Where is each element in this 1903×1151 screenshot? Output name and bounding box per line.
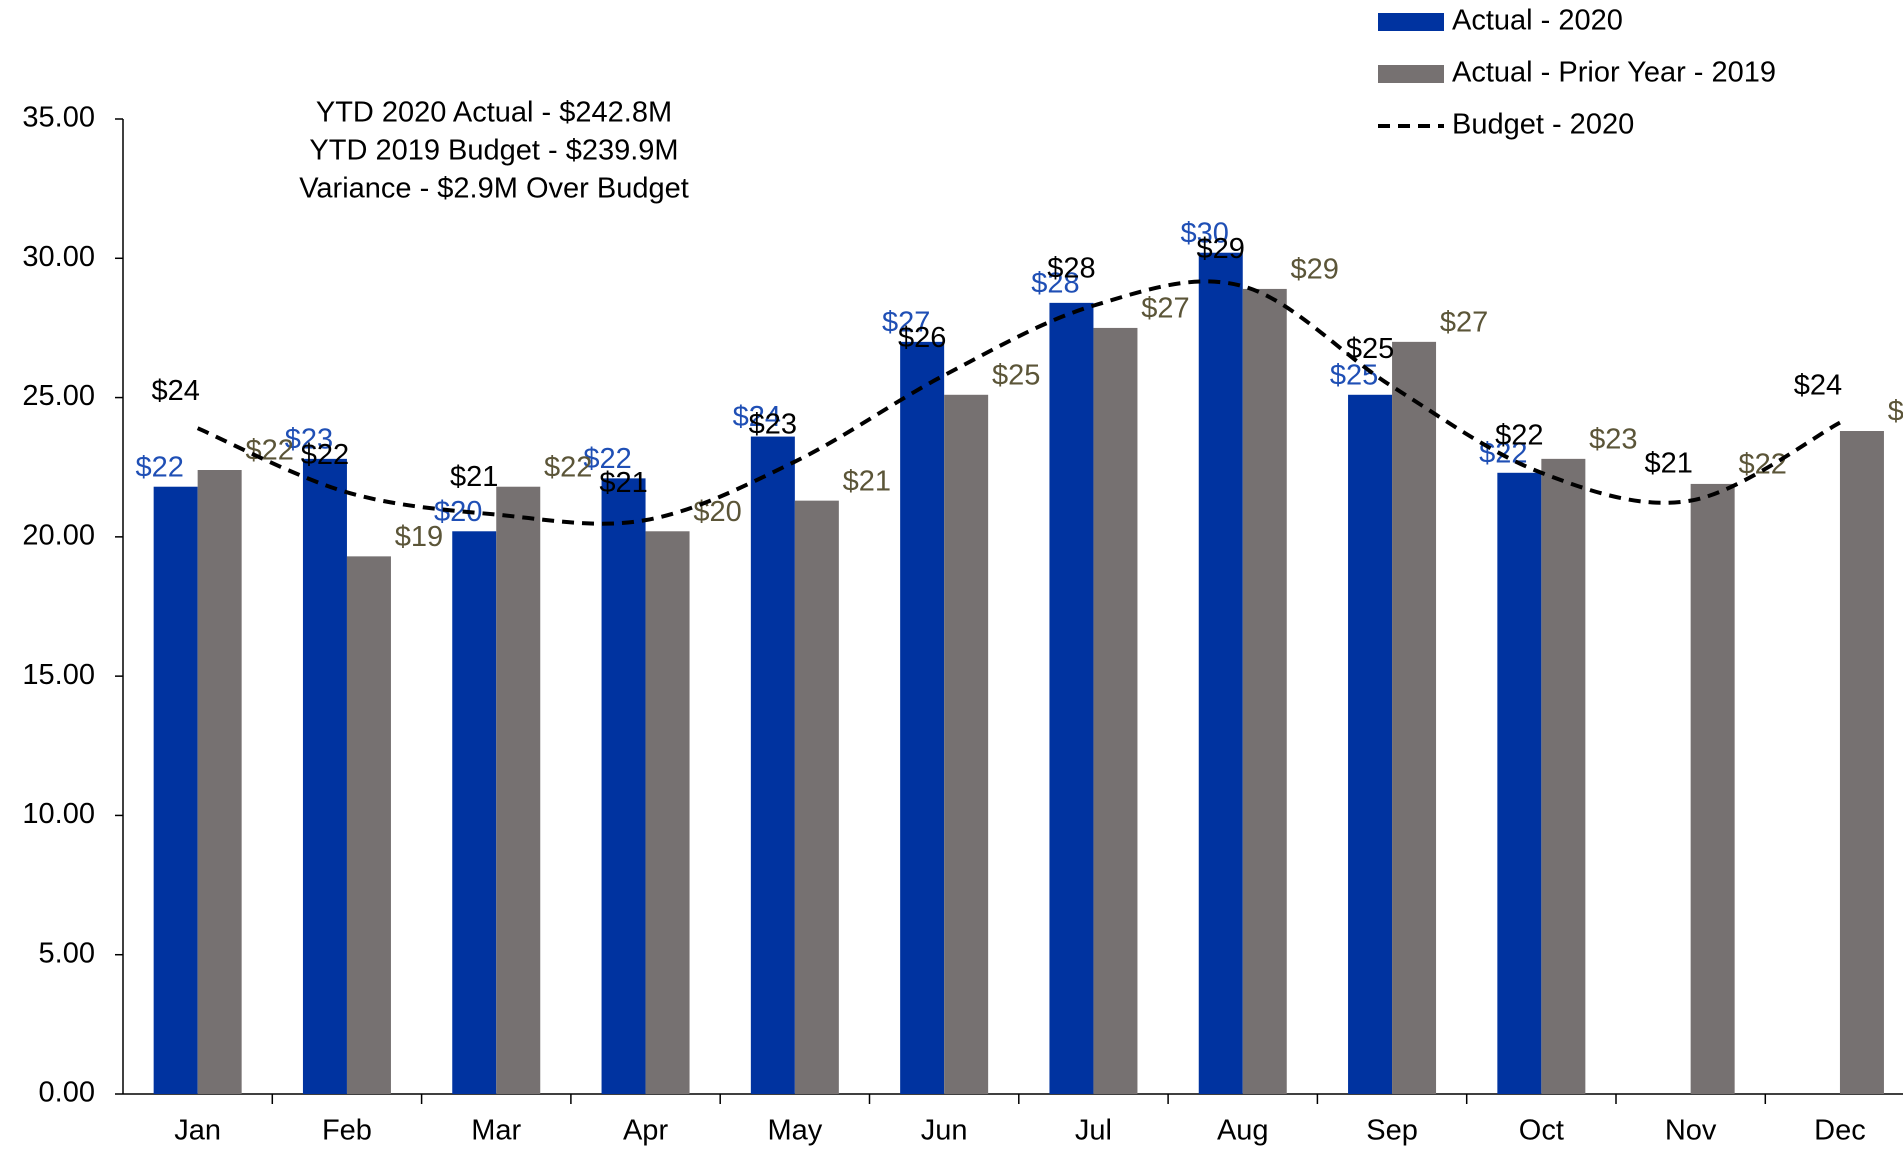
data-label: $21 — [599, 467, 647, 499]
y-tick-label: 5.00 — [39, 937, 95, 969]
data-label: $22 — [301, 439, 349, 471]
x-tick-label: Mar — [471, 1115, 521, 1147]
data-label: $25 — [1346, 333, 1394, 365]
x-tick-label: Dec — [1814, 1115, 1866, 1147]
bar — [1198, 252, 1243, 1094]
annotation: YTD 2019 Budget - $239.9M — [309, 135, 678, 167]
bar — [601, 478, 646, 1094]
data-label: $28 — [1047, 252, 1095, 284]
bar — [750, 436, 795, 1095]
bar — [452, 531, 497, 1094]
bar — [496, 486, 541, 1094]
legend-label: Budget - 2020 — [1452, 109, 1634, 141]
bar — [1049, 302, 1094, 1094]
x-tick-label: Nov — [1665, 1115, 1717, 1147]
bar — [1093, 327, 1138, 1094]
bar — [346, 556, 391, 1094]
x-tick-label: Jul — [1075, 1115, 1112, 1147]
data-label: $26 — [898, 322, 946, 354]
data-label: $25 — [992, 359, 1040, 391]
bar — [645, 531, 690, 1094]
x-tick-label: Aug — [1217, 1115, 1269, 1147]
bar — [1392, 341, 1437, 1094]
bar — [302, 458, 347, 1094]
data-label: $27 — [882, 307, 930, 339]
data-label: $24 — [151, 375, 199, 407]
bar — [1497, 472, 1542, 1094]
y-tick-label: 10.00 — [22, 798, 95, 830]
data-label: $22 — [1738, 449, 1786, 481]
bar — [1839, 431, 1884, 1094]
bar — [1242, 288, 1287, 1094]
data-label: $24 — [733, 401, 781, 433]
y-tick-label: 25.00 — [22, 380, 95, 412]
data-label: $24 — [1794, 369, 1842, 401]
x-tick-label: Jun — [921, 1115, 968, 1147]
data-label: $21 — [450, 461, 498, 493]
y-tick-label: 30.00 — [22, 241, 95, 273]
data-label: $30 — [1181, 217, 1229, 249]
bar — [1541, 458, 1586, 1094]
annotation: Variance - $2.9M Over Budget — [299, 173, 689, 205]
data-label: $25 — [1330, 359, 1378, 391]
budget-line — [196, 279, 1841, 526]
data-label: $19 — [395, 521, 443, 553]
bar — [153, 486, 198, 1094]
data-label: $22 — [245, 435, 293, 467]
bar — [1690, 483, 1735, 1094]
data-label: $24 — [1888, 396, 1903, 428]
bar — [944, 394, 989, 1094]
x-tick-label: Feb — [322, 1115, 372, 1147]
data-label: $22 — [1495, 419, 1543, 451]
x-tick-label: Apr — [623, 1115, 668, 1147]
bar — [1348, 394, 1393, 1094]
data-label: $23 — [749, 408, 797, 440]
data-label: $22 — [583, 443, 631, 475]
annotation: YTD 2020 Actual - $242.8M — [316, 97, 672, 129]
y-tick-label: 20.00 — [22, 520, 95, 552]
legend-label: Actual - Prior Year - 2019 — [1452, 57, 1776, 89]
data-label: $29 — [1197, 233, 1245, 265]
bar — [900, 341, 945, 1094]
bar — [197, 470, 242, 1094]
x-tick-label: May — [767, 1115, 822, 1147]
data-label: $22 — [135, 451, 183, 483]
legend-swatch — [1378, 65, 1444, 83]
legend-swatch — [1378, 13, 1444, 31]
data-label: $20 — [693, 496, 741, 528]
x-tick-label: Jan — [174, 1115, 221, 1147]
data-label: $23 — [1589, 424, 1637, 456]
x-tick-label: Sep — [1366, 1115, 1418, 1147]
legend-label: Actual - 2020 — [1452, 5, 1623, 37]
data-label: $23 — [285, 424, 333, 456]
x-tick-label: Oct — [1519, 1115, 1564, 1147]
data-label: $27 — [1141, 293, 1189, 325]
data-label: $21 — [843, 465, 891, 497]
data-label: $22 — [544, 451, 592, 483]
y-tick-label: 0.00 — [39, 1077, 95, 1109]
y-tick-label: 15.00 — [22, 659, 95, 691]
bar — [794, 500, 839, 1095]
data-label: $27 — [1440, 307, 1488, 339]
data-label: $28 — [1031, 268, 1079, 300]
data-label: $29 — [1291, 254, 1339, 286]
data-label: $21 — [1644, 447, 1692, 479]
y-tick-label: 35.00 — [22, 102, 95, 134]
